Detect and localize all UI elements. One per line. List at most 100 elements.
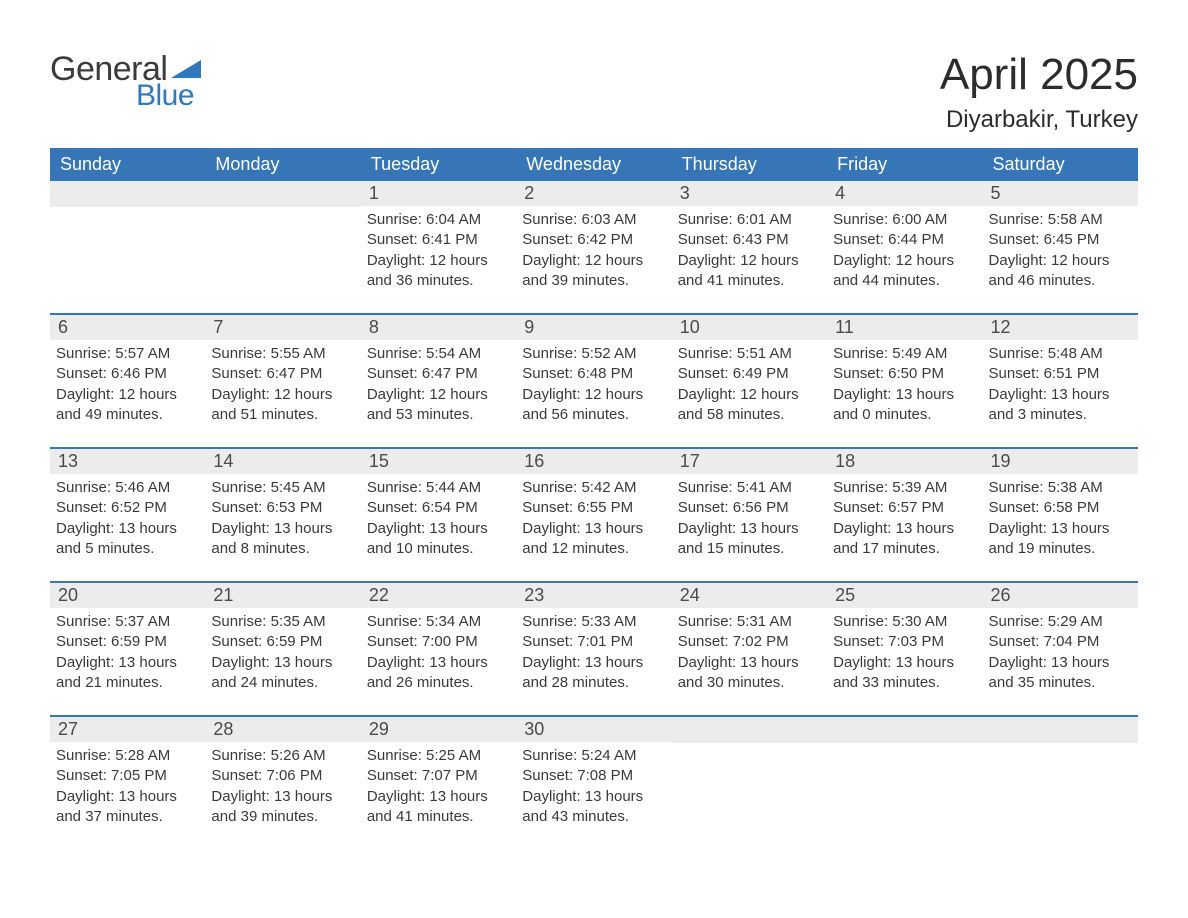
day-cell: 19 Sunrise: 5:38 AMSunset: 6:58 PMDayligh… bbox=[983, 449, 1138, 581]
daylight-line: Daylight: 13 hours and 24 minutes. bbox=[211, 653, 354, 694]
sunrise-line: Sunrise: 5:46 AM bbox=[56, 478, 199, 498]
brand-logo: General Blue bbox=[50, 50, 201, 113]
daylight-line: Daylight: 13 hours and 10 minutes. bbox=[367, 519, 510, 560]
sunset-line: Sunset: 7:08 PM bbox=[522, 766, 665, 786]
day-number: 4 bbox=[827, 181, 982, 206]
day-body: Sunrise: 5:28 AMSunset: 7:05 PMDaylight:… bbox=[50, 742, 205, 833]
daylight-line: Daylight: 13 hours and 0 minutes. bbox=[833, 385, 976, 426]
calendar-table: SundayMondayTuesdayWednesdayThursdayFrid… bbox=[50, 148, 1138, 849]
day-body: Sunrise: 5:25 AMSunset: 7:07 PMDaylight:… bbox=[361, 742, 516, 833]
day-body: Sunrise: 5:35 AMSunset: 6:59 PMDaylight:… bbox=[205, 608, 360, 699]
sunrise-line: Sunrise: 5:48 AM bbox=[989, 344, 1132, 364]
day-cell: 7Sunrise: 5:55 AMSunset: 6:47 PMDaylight… bbox=[205, 315, 360, 447]
sunset-line: Sunset: 7:06 PM bbox=[211, 766, 354, 786]
day-cell: 12Sunrise: 5:48 AMSunset: 6:51 PMDayligh… bbox=[983, 315, 1138, 447]
daylight-line: Daylight: 13 hours and 21 minutes. bbox=[56, 653, 199, 694]
daylight-line: Daylight: 13 hours and 43 minutes. bbox=[522, 787, 665, 828]
sunrise-line: Sunrise: 6:04 AM bbox=[367, 210, 510, 230]
day-number: 9 bbox=[516, 315, 671, 340]
sunset-line: Sunset: 7:01 PM bbox=[522, 632, 665, 652]
day-number: 17 bbox=[672, 449, 827, 474]
day-body: Sunrise: 5:31 AMSunset: 7:02 PMDaylight:… bbox=[672, 608, 827, 699]
daylight-line: Daylight: 13 hours and 17 minutes. bbox=[833, 519, 976, 560]
daylight-line: Daylight: 13 hours and 37 minutes. bbox=[56, 787, 199, 828]
sunset-line: Sunset: 6:47 PM bbox=[367, 364, 510, 384]
sunrise-line: Sunrise: 6:01 AM bbox=[678, 210, 821, 230]
sunset-line: Sunset: 7:05 PM bbox=[56, 766, 199, 786]
day-number: 6 bbox=[50, 315, 205, 340]
day-cell: 2Sunrise: 6:03 AMSunset: 6:42 PMDaylight… bbox=[516, 181, 671, 313]
daylight-line: Daylight: 13 hours and 3 minutes. bbox=[989, 385, 1132, 426]
day-number: 16 bbox=[516, 449, 671, 474]
day-cell: 1Sunrise: 6:04 AMSunset: 6:41 PMDaylight… bbox=[361, 181, 516, 313]
daylight-line: Daylight: 13 hours and 35 minutes. bbox=[989, 653, 1132, 694]
day-body: Sunrise: 5:37 AMSunset: 6:59 PMDaylight:… bbox=[50, 608, 205, 699]
daylight-line: Daylight: 12 hours and 56 minutes. bbox=[522, 385, 665, 426]
weekday-header: Sunday bbox=[50, 148, 205, 181]
sunrise-line: Sunrise: 5:29 AM bbox=[989, 612, 1132, 632]
day-body: Sunrise: 5:41 AMSunset: 6:56 PMDaylight:… bbox=[672, 474, 827, 565]
sunset-line: Sunset: 6:58 PM bbox=[989, 498, 1132, 518]
day-number: 23 bbox=[516, 583, 671, 608]
day-number: 29 bbox=[361, 717, 516, 742]
daylight-line: Daylight: 13 hours and 26 minutes. bbox=[367, 653, 510, 694]
sunrise-line: Sunrise: 5:44 AM bbox=[367, 478, 510, 498]
sunset-line: Sunset: 6:48 PM bbox=[522, 364, 665, 384]
sunrise-line: Sunrise: 5:54 AM bbox=[367, 344, 510, 364]
daylight-line: Daylight: 13 hours and 8 minutes. bbox=[211, 519, 354, 560]
day-body: Sunrise: 5:52 AMSunset: 6:48 PMDaylight:… bbox=[516, 340, 671, 431]
sunset-line: Sunset: 6:54 PM bbox=[367, 498, 510, 518]
day-cell: 26Sunrise: 5:29 AMSunset: 7:04 PMDayligh… bbox=[983, 583, 1138, 715]
sunrise-line: Sunrise: 5:25 AM bbox=[367, 746, 510, 766]
day-number: 26 bbox=[983, 583, 1138, 608]
month-title: April 2025 bbox=[940, 50, 1138, 100]
day-number: 3 bbox=[672, 181, 827, 206]
brand-word2: Blue bbox=[136, 79, 194, 113]
daylight-line: Daylight: 12 hours and 58 minutes. bbox=[678, 385, 821, 426]
daylight-line: Daylight: 13 hours and 12 minutes. bbox=[522, 519, 665, 560]
sunrise-line: Sunrise: 5:33 AM bbox=[522, 612, 665, 632]
day-cell: 6Sunrise: 5:57 AMSunset: 6:46 PMDaylight… bbox=[50, 315, 205, 447]
day-cell: 27Sunrise: 5:28 AMSunset: 7:05 PMDayligh… bbox=[50, 717, 205, 849]
day-cell: 21Sunrise: 5:35 AMSunset: 6:59 PMDayligh… bbox=[205, 583, 360, 715]
daylight-line: Daylight: 12 hours and 39 minutes. bbox=[522, 251, 665, 292]
sunset-line: Sunset: 6:53 PM bbox=[211, 498, 354, 518]
sunset-line: Sunset: 6:52 PM bbox=[56, 498, 199, 518]
day-cell: 8Sunrise: 5:54 AMSunset: 6:47 PMDaylight… bbox=[361, 315, 516, 447]
day-cell bbox=[827, 717, 982, 849]
day-cell: 16Sunrise: 5:42 AMSunset: 6:55 PMDayligh… bbox=[516, 449, 671, 581]
day-number: 7 bbox=[205, 315, 360, 340]
empty-day-strip bbox=[672, 717, 827, 743]
day-number: 10 bbox=[672, 315, 827, 340]
day-body: Sunrise: 5:49 AMSunset: 6:50 PMDaylight:… bbox=[827, 340, 982, 431]
sunrise-line: Sunrise: 5:24 AM bbox=[522, 746, 665, 766]
weekday-header-row: SundayMondayTuesdayWednesdayThursdayFrid… bbox=[50, 148, 1138, 181]
sunrise-line: Sunrise: 5:39 AM bbox=[833, 478, 976, 498]
day-body: Sunrise: 5:45 AMSunset: 6:53 PMDaylight:… bbox=[205, 474, 360, 565]
day-cell: 25Sunrise: 5:30 AMSunset: 7:03 PMDayligh… bbox=[827, 583, 982, 715]
week-row: 20Sunrise: 5:37 AMSunset: 6:59 PMDayligh… bbox=[50, 581, 1138, 715]
day-body: Sunrise: 5:54 AMSunset: 6:47 PMDaylight:… bbox=[361, 340, 516, 431]
week-row: 27Sunrise: 5:28 AMSunset: 7:05 PMDayligh… bbox=[50, 715, 1138, 849]
day-cell bbox=[983, 717, 1138, 849]
sunset-line: Sunset: 6:43 PM bbox=[678, 230, 821, 250]
daylight-line: Daylight: 13 hours and 15 minutes. bbox=[678, 519, 821, 560]
day-number: 19 bbox=[983, 449, 1138, 474]
day-body: Sunrise: 5:57 AMSunset: 6:46 PMDaylight:… bbox=[50, 340, 205, 431]
day-body: Sunrise: 5:29 AMSunset: 7:04 PMDaylight:… bbox=[983, 608, 1138, 699]
sunset-line: Sunset: 7:03 PM bbox=[833, 632, 976, 652]
sunrise-line: Sunrise: 5:38 AM bbox=[989, 478, 1132, 498]
day-number: 2 bbox=[516, 181, 671, 206]
empty-day-strip bbox=[827, 717, 982, 743]
sunset-line: Sunset: 6:41 PM bbox=[367, 230, 510, 250]
day-number: 11 bbox=[827, 315, 982, 340]
day-cell bbox=[205, 181, 360, 313]
day-cell: 18Sunrise: 5:39 AMSunset: 6:57 PMDayligh… bbox=[827, 449, 982, 581]
day-cell: 28Sunrise: 5:26 AMSunset: 7:06 PMDayligh… bbox=[205, 717, 360, 849]
daylight-line: Daylight: 13 hours and 30 minutes. bbox=[678, 653, 821, 694]
sunrise-line: Sunrise: 5:37 AM bbox=[56, 612, 199, 632]
day-number: 14 bbox=[205, 449, 360, 474]
daylight-line: Daylight: 13 hours and 19 minutes. bbox=[989, 519, 1132, 560]
day-cell: 17Sunrise: 5:41 AMSunset: 6:56 PMDayligh… bbox=[672, 449, 827, 581]
sunset-line: Sunset: 6:50 PM bbox=[833, 364, 976, 384]
